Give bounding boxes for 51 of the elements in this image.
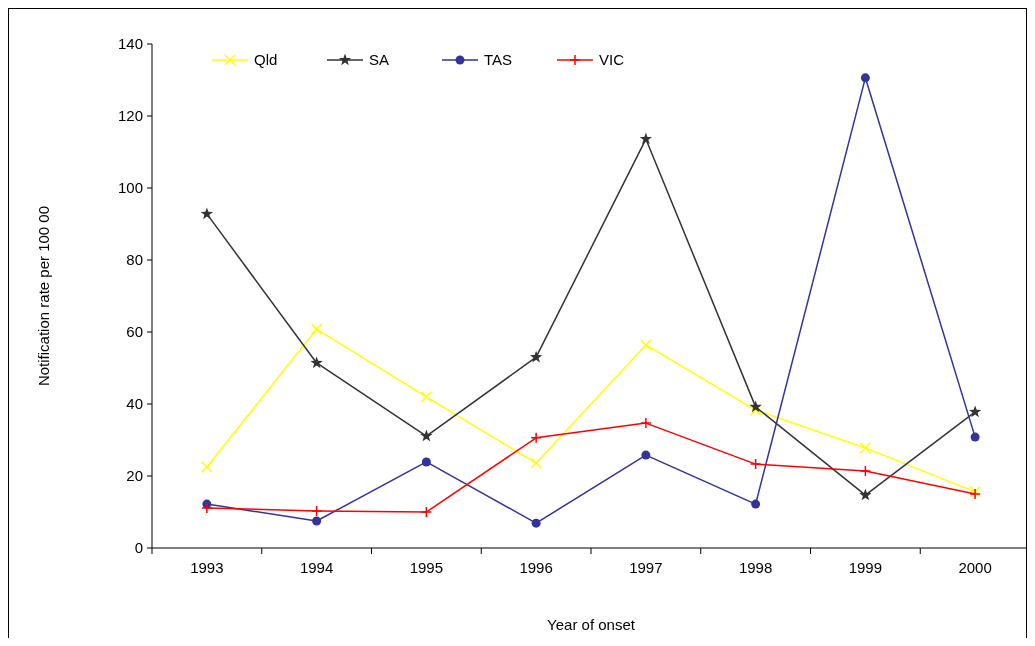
point [860,73,870,83]
x-tick-label: 1994 [299,559,334,576]
point [749,404,762,416]
x-tick-label: 1997 [629,559,663,576]
point [310,356,323,369]
point [751,499,761,509]
legend-label: TAS [484,51,513,69]
point [529,350,543,363]
point [420,429,433,442]
point [201,502,213,514]
point [312,516,322,526]
y-tick-label: 140 [117,35,143,53]
point [200,207,214,220]
y-tick-label: 60 [126,323,143,341]
legend-label: Qld [254,51,278,69]
y-tick-label: 120 [117,107,143,125]
point [421,457,431,467]
point [640,339,652,351]
y-tick-label: 100 [117,179,143,197]
point [859,465,872,477]
x-axis-title: Year of onset [547,616,636,633]
x-tick-label: 1999 [848,559,883,576]
y-axis-title: Notification rate per 100 00 [35,205,52,387]
point [310,505,323,517]
x-tick-label: 1998 [738,559,773,576]
point [531,518,541,528]
point [859,488,872,501]
x-tick-label: 2000 [958,559,992,576]
point [530,432,542,444]
point [420,506,433,518]
point [201,461,213,473]
y-tick-label: 0 [134,539,143,557]
y-tick-label: 40 [126,395,143,413]
point [640,417,652,429]
legend-label: VIC [599,51,625,69]
point [968,405,982,418]
point [310,323,323,335]
point [420,391,433,403]
x-tick-label: 1993 [190,559,224,576]
x-tick-label: 1996 [519,559,553,576]
point [749,400,762,413]
point [749,458,762,470]
point [970,432,980,442]
point [530,457,542,469]
y-tick-label: 80 [126,251,143,269]
x-tick-label: 1995 [409,559,444,576]
y-tick-label: 20 [126,467,143,485]
legend-label: SA [369,51,390,69]
point [641,450,651,460]
point [859,442,872,454]
point [639,132,653,145]
